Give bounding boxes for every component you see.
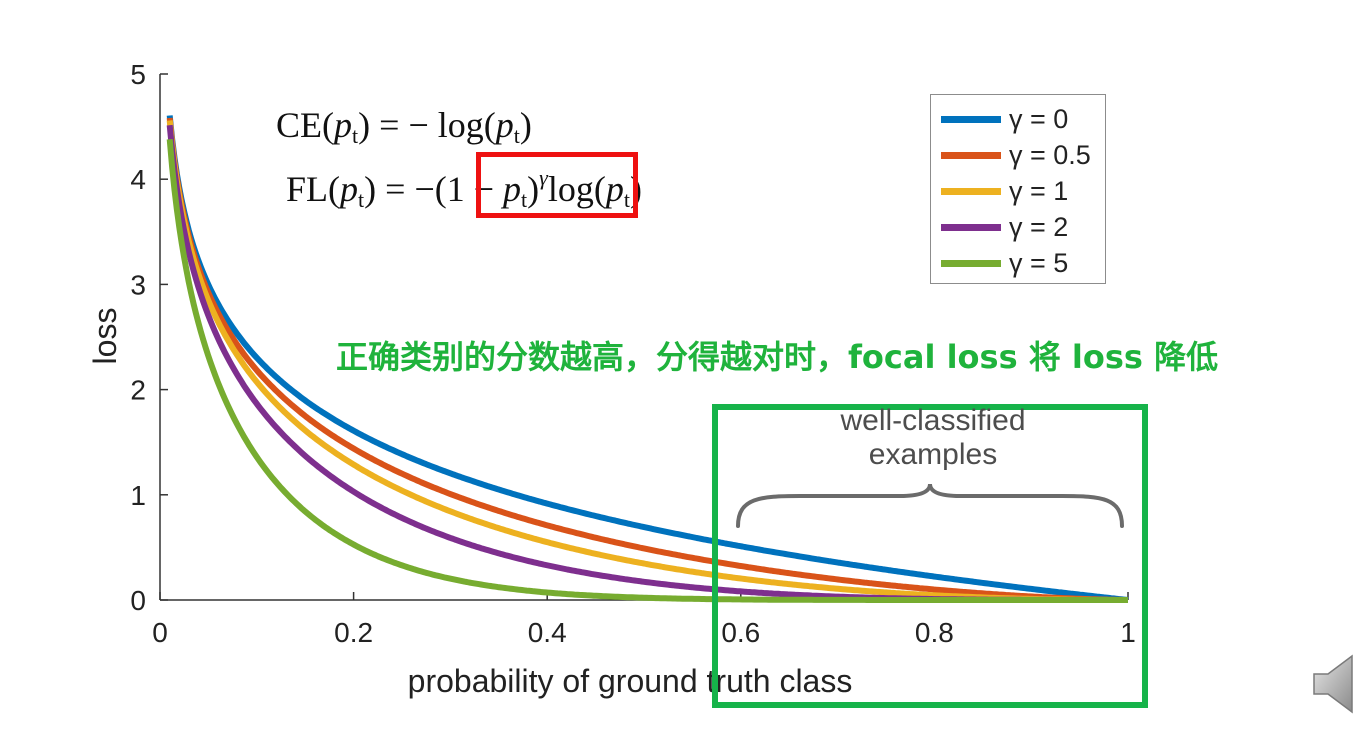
- legend-swatch: [941, 115, 1001, 123]
- series-line-gamma-1: [166, 117, 1129, 603]
- focal-term-highlight-box: [476, 152, 638, 218]
- axes: 0 1 2 3 4 5 0 0.2 0.4 0.6 0.8 1: [130, 59, 1135, 648]
- x-axis-label: probability of ground truth class: [408, 663, 853, 699]
- ce-close: ): [519, 105, 532, 145]
- y-tick-label: 5: [130, 59, 146, 90]
- fl-p-sub: t: [358, 187, 365, 212]
- x-tick-label: 0.2: [334, 617, 373, 648]
- ce-p-sub: t: [352, 123, 359, 148]
- speaker-icon[interactable]: [1312, 654, 1358, 714]
- fl-gamma: γ: [539, 165, 548, 190]
- fl-formula: FL(pt) = −(1 − pt)γlog(pt): [286, 165, 642, 212]
- well-classified-brace: [736, 483, 1124, 528]
- fl-lhs: FL: [286, 169, 329, 209]
- y-tick-label: 4: [130, 164, 146, 195]
- y-tick-label: 2: [130, 375, 146, 406]
- x-tick-label: 0.6: [721, 617, 760, 648]
- legend-label: γ = 5: [1009, 247, 1069, 278]
- y-tick-label: 0: [130, 585, 146, 616]
- ce-formula: CE(pt) = − log(pt): [276, 105, 532, 148]
- ce-p-var: p: [334, 105, 353, 145]
- legend-item: γ = 0: [941, 101, 1068, 137]
- x-tick-label: 1: [1120, 617, 1136, 648]
- y-axis-label: loss: [87, 308, 123, 365]
- series-line-gamma-4: [166, 139, 1129, 603]
- y-tick-label: 1: [130, 480, 146, 511]
- well-classified-region-box: [712, 404, 1148, 708]
- well-classified-label: well-classified examples: [840, 404, 1026, 471]
- legend-label: γ = 0: [1009, 103, 1069, 134]
- fl-close: ): [527, 169, 540, 209]
- legend-label: γ = 2: [1009, 211, 1069, 242]
- legend-label: γ = 1: [1009, 175, 1069, 206]
- legend-item: γ = 5: [941, 245, 1068, 281]
- ce-lhs: CE: [276, 105, 323, 145]
- ce-p-var-2: p: [495, 105, 514, 145]
- fl-log: log(: [547, 169, 606, 209]
- legend-item: γ = 1: [941, 173, 1068, 209]
- fl-p-sub-2: t: [521, 187, 528, 212]
- series-line-gamma-0: [166, 115, 1129, 603]
- x-tick-label: 0.4: [528, 617, 567, 648]
- fl-p-var-2: p: [503, 169, 522, 209]
- focal-loss-note: 正确类别的分数越高，分得越对时，focal loss 将 loss 降低: [336, 338, 1219, 376]
- legend-swatch: [941, 187, 1001, 195]
- legend-swatch: [941, 259, 1001, 267]
- curves: [166, 115, 1129, 603]
- ce-rhs: = − log(: [370, 105, 496, 145]
- x-tick-label: 0: [152, 617, 168, 648]
- fl-open: (1 −: [434, 169, 504, 209]
- legend-item: γ = 2: [941, 209, 1068, 245]
- fl-p-sub-3: t: [623, 187, 630, 212]
- legend: γ = 0 γ = 0.5 γ = 1 γ = 2 γ = 5: [930, 94, 1106, 284]
- fl-p-var: p: [340, 169, 359, 209]
- legend-label: γ = 0.5: [1009, 139, 1091, 170]
- legend-item: γ = 0.5: [941, 137, 1091, 173]
- ce-p-sub-2: t: [513, 123, 520, 148]
- x-tick-label: 0.8: [915, 617, 954, 648]
- legend-swatch: [941, 223, 1001, 231]
- y-tick-label: 3: [130, 269, 146, 300]
- legend-swatch: [941, 151, 1001, 159]
- fl-p-var-3: p: [605, 169, 624, 209]
- fl-eq: = −: [376, 169, 435, 209]
